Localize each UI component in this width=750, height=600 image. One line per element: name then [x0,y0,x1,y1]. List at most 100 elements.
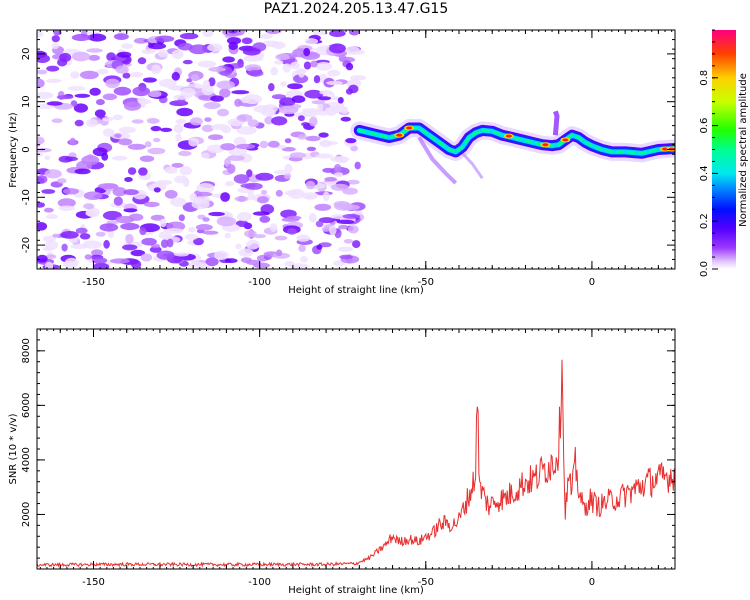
noise-blob [118,138,133,146]
noise-blob [278,105,299,115]
noise-blob [56,95,74,100]
noise-blob [235,243,242,250]
noise-blob [155,179,173,186]
snr-xlabel: Height of straight line (km) [288,585,424,596]
colorbar-gradient [712,30,736,269]
noise-blob [141,49,156,54]
noise-blob [51,42,60,50]
noise-blob [83,203,95,210]
noise-blob [91,257,108,264]
noise-blob [96,99,105,106]
noise-blob [46,65,60,72]
noise-blob [284,138,292,144]
colorbar-tick-label: 0.0 [699,261,710,277]
noise-blob [317,96,332,101]
noise-blob [261,189,268,195]
noise-blob [127,167,137,175]
noise-blob [121,43,134,49]
spectrogram-ylabel: Frequency (Hz) [8,112,19,188]
noise-blob [157,49,169,58]
noise-blob [91,249,104,257]
noise-blob [159,78,177,88]
noise-blob [201,124,214,133]
noise-blob [198,95,210,100]
noise-blob [205,257,219,267]
noise-blob [57,178,67,184]
noise-blob [255,172,274,181]
noise-blob [164,189,178,199]
noise-blob [238,248,254,257]
noise-blob [244,230,257,238]
noise-blob [45,78,62,84]
noise-blob [322,191,330,201]
noise-blob [240,183,256,188]
noise-blob [43,246,53,252]
noise-blob [236,212,252,222]
noise-blob [44,155,51,161]
x-tick-label: -50 [418,277,434,288]
spectrogram-frame [36,29,676,270]
snr-ylabel: SNR (10 * v/v) [8,413,19,484]
noise-blob [86,48,103,53]
noise-blob [160,239,169,249]
colorbar-tick-label: 0.6 [699,118,710,134]
noise-blob [85,209,97,217]
noise-blob [329,30,346,37]
noise-blob [147,147,166,155]
noise-blob [37,69,48,75]
ridge-hotspot-core [396,133,403,137]
noise-blob [84,254,93,260]
noise-blob [216,80,235,90]
noise-blob [225,181,235,187]
spectrogram-ridge [350,110,675,185]
noise-blob [289,152,306,159]
noise-blob [246,169,253,178]
noise-blob [354,161,361,170]
noise-blob [171,71,180,81]
noise-blob [113,33,129,40]
noise-blob [102,93,118,101]
noise-blob [64,257,79,268]
noise-blob [81,155,100,166]
noise-blob [318,132,329,138]
x-tick-label: -150 [82,577,105,588]
x-tick-label: 0 [589,277,595,288]
noise-blob [315,61,332,71]
noise-blob [43,207,54,213]
noise-blob [171,162,184,168]
colorbar-tick-label: 0.8 [699,70,710,86]
noise-blob [143,201,160,208]
noise-blob [70,71,80,79]
noise-blob [37,254,48,263]
noise-blob [71,33,91,42]
noise-blob [92,147,108,157]
noise-blob [37,136,45,145]
noise-blob [304,38,319,45]
noise-blob [195,224,213,231]
noise-blob [37,148,52,153]
noise-blob [261,108,276,117]
noise-blob [137,57,147,65]
noise-blob [180,87,196,98]
noise-blob [153,187,161,193]
snr-background [37,329,675,569]
noise-blob [96,68,109,75]
noise-blob [334,172,344,178]
noise-blob [326,80,343,86]
noise-blob [202,230,219,235]
noise-blob [176,107,194,117]
noise-blob [37,31,44,37]
noise-blob [339,254,353,260]
noise-blob [227,154,245,161]
noise-blob [220,143,236,151]
noise-blob [246,259,261,265]
noise-blob [79,233,91,240]
x-tick-label: 0 [589,577,595,588]
noise-blob [37,78,45,89]
noise-blob [123,101,142,111]
ridge-branch [457,148,484,180]
noise-blob [337,97,344,104]
noise-blob [343,239,354,244]
noise-blob [352,240,361,249]
noise-blob [188,137,199,147]
